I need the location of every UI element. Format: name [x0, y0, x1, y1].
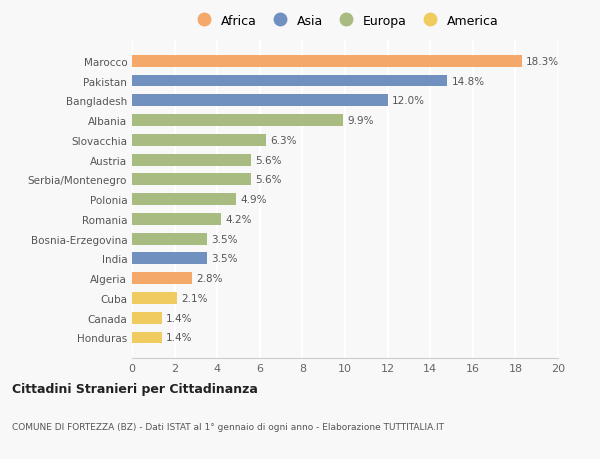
Bar — [132, 115, 343, 127]
Bar — [132, 134, 266, 146]
Bar — [132, 56, 522, 67]
Text: 5.6%: 5.6% — [256, 155, 282, 165]
Text: 4.9%: 4.9% — [241, 195, 267, 205]
Text: 1.4%: 1.4% — [166, 333, 193, 343]
Text: COMUNE DI FORTEZZA (BZ) - Dati ISTAT al 1° gennaio di ogni anno - Elaborazione T: COMUNE DI FORTEZZA (BZ) - Dati ISTAT al … — [12, 422, 444, 431]
Bar — [132, 154, 251, 166]
Text: 4.2%: 4.2% — [226, 214, 252, 224]
Bar — [132, 233, 206, 245]
Bar — [132, 312, 162, 324]
Text: 2.8%: 2.8% — [196, 274, 223, 284]
Bar — [132, 95, 388, 107]
Bar — [132, 75, 447, 87]
Text: 14.8%: 14.8% — [452, 76, 485, 86]
Text: 9.9%: 9.9% — [347, 116, 374, 126]
Text: 1.4%: 1.4% — [166, 313, 193, 323]
Text: 3.5%: 3.5% — [211, 254, 238, 264]
Text: 3.5%: 3.5% — [211, 234, 238, 244]
Text: Cittadini Stranieri per Cittadinanza: Cittadini Stranieri per Cittadinanza — [12, 382, 258, 395]
Text: 2.1%: 2.1% — [181, 293, 208, 303]
Bar — [132, 253, 206, 265]
Text: 12.0%: 12.0% — [392, 96, 425, 106]
Legend: Africa, Asia, Europa, America: Africa, Asia, Europa, America — [186, 10, 504, 33]
Bar — [132, 273, 191, 285]
Bar — [132, 213, 221, 225]
Text: 6.3%: 6.3% — [271, 135, 297, 146]
Bar — [132, 332, 162, 344]
Bar — [132, 292, 177, 304]
Bar — [132, 194, 236, 206]
Bar — [132, 174, 251, 186]
Text: 5.6%: 5.6% — [256, 175, 282, 185]
Text: 18.3%: 18.3% — [526, 56, 559, 67]
